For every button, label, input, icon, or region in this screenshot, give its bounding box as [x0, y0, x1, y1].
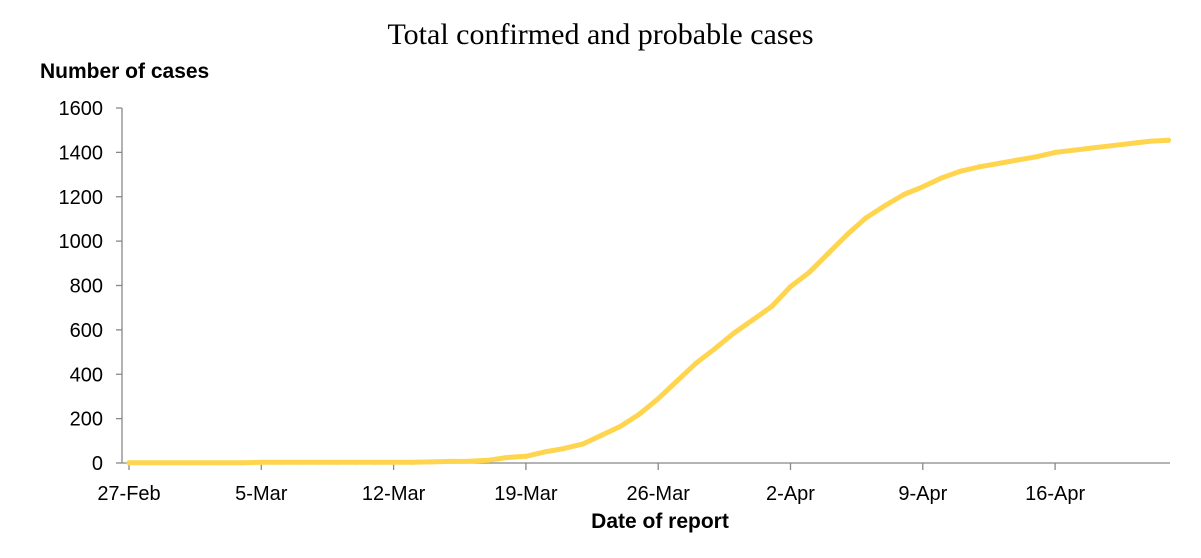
x-tick-label: 26-Mar — [627, 483, 691, 505]
data-point — [391, 459, 397, 465]
data-point — [353, 459, 359, 465]
data-point — [806, 269, 812, 275]
y-tick-label: 400 — [70, 364, 103, 386]
y-tick-label: 1400 — [59, 142, 104, 164]
data-point — [334, 459, 340, 465]
data-point — [731, 330, 737, 336]
y-axis-ticks: 0 200 400 600 800 1000 1200 1400 1600 — [59, 98, 122, 475]
data-point — [1109, 143, 1115, 149]
data-point — [599, 432, 604, 438]
y-tick-label: 1200 — [59, 187, 104, 209]
data-point — [504, 454, 510, 460]
y-tick-label: 1000 — [59, 231, 104, 253]
data-point — [523, 453, 529, 459]
data-point — [466, 458, 472, 464]
x-tick-label: 5-Mar — [235, 483, 288, 505]
x-axis-title: Date of report — [591, 510, 729, 533]
x-tick-label: 27-Feb — [97, 483, 160, 505]
data-point — [1052, 149, 1058, 155]
data-point — [825, 250, 831, 256]
series-line — [126, 137, 1171, 466]
data-point — [939, 175, 945, 181]
x-tick-label: 12-Mar — [362, 483, 426, 505]
data-point — [674, 378, 680, 384]
y-tick-label: 1600 — [59, 98, 104, 120]
data-point — [296, 459, 302, 465]
x-tick-label: 19-Mar — [494, 483, 558, 505]
data-point — [995, 160, 1001, 166]
chart-title: Total confirmed and probable cases — [387, 18, 814, 51]
data-point — [788, 284, 793, 290]
y-tick-label: 800 — [70, 276, 103, 298]
data-point — [447, 458, 453, 464]
x-tick-label: 9-Apr — [898, 483, 947, 505]
data-point — [202, 460, 208, 466]
series-group — [126, 137, 1171, 466]
data-point — [239, 460, 245, 466]
y-tick-label: 600 — [70, 320, 103, 342]
data-point — [1090, 145, 1096, 151]
y-tick-label: 200 — [70, 409, 103, 431]
data-point — [1147, 138, 1153, 144]
data-point — [1166, 137, 1171, 143]
data-point — [372, 459, 378, 465]
data-point — [617, 423, 623, 429]
data-point — [164, 460, 170, 466]
data-point — [145, 460, 151, 466]
data-point — [769, 304, 775, 310]
data-point — [1014, 157, 1020, 163]
data-point — [561, 446, 567, 452]
data-point — [882, 203, 888, 209]
data-point — [655, 396, 661, 402]
y-axis-title: Number of cases — [40, 60, 210, 83]
y-tick-label: 0 — [92, 453, 103, 475]
data-point — [863, 215, 869, 221]
data-point — [183, 460, 189, 466]
data-point — [410, 459, 415, 465]
data-point — [277, 459, 283, 465]
data-point — [258, 459, 264, 465]
data-point — [542, 449, 548, 455]
data-point — [844, 231, 850, 237]
data-point — [1033, 154, 1039, 160]
data-point — [977, 164, 982, 170]
data-point — [920, 184, 926, 190]
data-point — [428, 459, 434, 465]
data-point — [958, 168, 964, 174]
data-point — [1128, 141, 1134, 146]
data-point — [315, 459, 321, 465]
data-point — [636, 411, 642, 417]
data-point — [901, 192, 907, 198]
data-point — [750, 317, 756, 323]
data-point — [126, 460, 132, 466]
data-point — [580, 441, 586, 447]
x-axis-ticks: 27-Feb 5-Mar 12-Mar 19-Mar 26-Mar 2-Apr 9-Apr 1… — [97, 463, 1085, 505]
data-point — [693, 360, 699, 366]
data-point — [485, 457, 491, 463]
data-point — [221, 460, 226, 466]
x-tick-label: 16-Apr — [1025, 483, 1085, 505]
x-tick-label: 2-Apr — [766, 483, 815, 505]
data-point — [1071, 147, 1077, 153]
data-point — [712, 346, 718, 352]
